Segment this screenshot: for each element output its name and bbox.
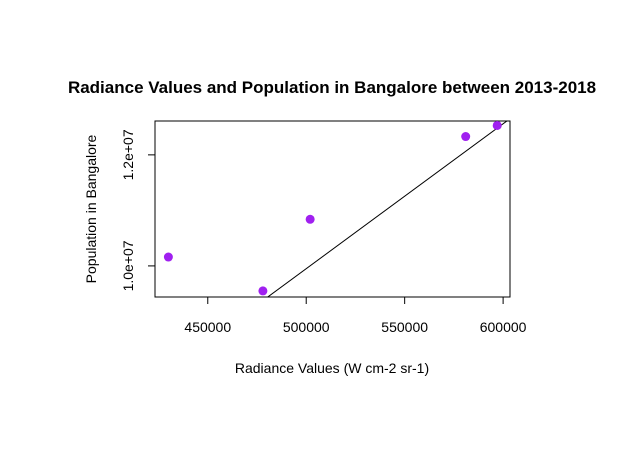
x-axis-label: Radiance Values (W cm-2 sr-1) [235, 360, 429, 376]
y-tick-label: 1.2e+07 [120, 129, 136, 180]
y-axis-label: Population in Bangalore [83, 134, 99, 283]
data-point [492, 120, 502, 130]
data-point [305, 214, 315, 224]
x-tick-label: 600000 [480, 319, 527, 335]
data-point [461, 132, 471, 142]
x-tick-label: 550000 [381, 319, 428, 335]
trend-line [266, 121, 508, 297]
y-tick-label: 1.0e+07 [120, 240, 136, 291]
x-tick-label: 450000 [184, 319, 231, 335]
y-axis: 1.0e+07 1.2e+07 [120, 129, 155, 291]
x-axis: 450000 500000 550000 600000 [184, 297, 527, 335]
data-point [258, 286, 268, 296]
x-tick-label: 500000 [283, 319, 330, 335]
plot-area [163, 120, 508, 297]
data-point [163, 252, 173, 262]
plot-frame [154, 120, 511, 298]
chart-title: Radiance Values and Population in Bangal… [68, 78, 596, 97]
